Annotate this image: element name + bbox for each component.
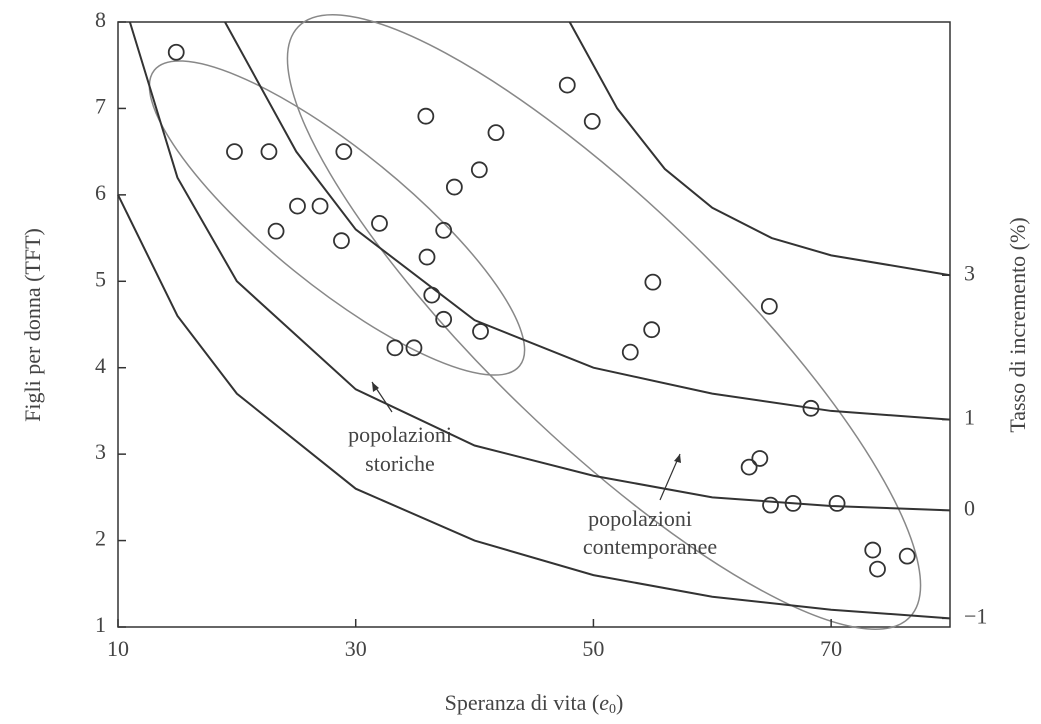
point (898, 547, 916, 565)
growth-curve (224, 21, 951, 421)
point (335, 143, 353, 161)
growth-curve (568, 21, 951, 277)
x-tick-label: 30 (345, 636, 367, 661)
point (828, 495, 846, 512)
point (417, 107, 435, 125)
x-tick-label: 70 (820, 636, 842, 661)
annotation: popolazioni (588, 506, 692, 531)
y-tick-label: 4 (95, 353, 106, 378)
point (472, 323, 489, 340)
point (583, 112, 601, 130)
point (260, 143, 278, 161)
point (435, 221, 453, 239)
point (167, 43, 185, 61)
y-tick-label: 2 (95, 526, 106, 551)
point (435, 310, 453, 328)
point (386, 339, 404, 357)
y-tick-label: 3 (95, 439, 106, 464)
point (311, 197, 329, 215)
point (760, 297, 778, 315)
y-tick-label: 8 (95, 7, 106, 32)
x-tick-label: 10 (107, 636, 129, 661)
point (418, 248, 436, 266)
y-tick-label: 7 (95, 93, 106, 118)
point (762, 496, 779, 514)
point (267, 222, 285, 240)
y2-tick-label: 0 (964, 495, 975, 520)
point (226, 143, 243, 161)
arrow-head (372, 382, 379, 392)
arrow-head (674, 454, 681, 463)
annotation: popolazioni (348, 422, 452, 447)
y2-tick-label: −1 (964, 603, 987, 628)
y2-tick-label: 1 (964, 405, 975, 430)
point (445, 178, 463, 196)
point (423, 286, 441, 304)
point (869, 560, 886, 578)
growth-curve (117, 194, 951, 620)
historical-ellipse (148, 60, 526, 376)
point (470, 161, 488, 179)
point (643, 321, 661, 339)
y2-axis-title: Tasso di incremento (%) (1005, 217, 1030, 432)
point (405, 339, 423, 357)
point (864, 541, 882, 559)
y-tick-label: 5 (95, 266, 106, 291)
point (740, 458, 758, 476)
point (487, 124, 505, 142)
point (558, 76, 576, 94)
y-tick-label: 6 (95, 180, 106, 205)
point (784, 495, 802, 512)
point (289, 197, 306, 215)
point (371, 214, 388, 232)
growth-curve (128, 21, 951, 512)
point (644, 273, 662, 291)
point (333, 232, 350, 250)
y-axis-title: Figli per donna (TFT) (20, 228, 45, 422)
point (751, 450, 769, 467)
annotation: contemporanee (583, 534, 717, 559)
y2-tick-label: 3 (964, 260, 975, 285)
contemporary-ellipse (286, 14, 922, 630)
point (621, 343, 639, 361)
y-tick-label: 1 (95, 612, 106, 637)
point (802, 399, 820, 417)
annotation: storiche (365, 451, 435, 476)
x-tick-label: 50 (582, 636, 604, 661)
x-axis-title: Speranza di vita (e0) (445, 690, 624, 717)
plot-frame (117, 21, 951, 628)
